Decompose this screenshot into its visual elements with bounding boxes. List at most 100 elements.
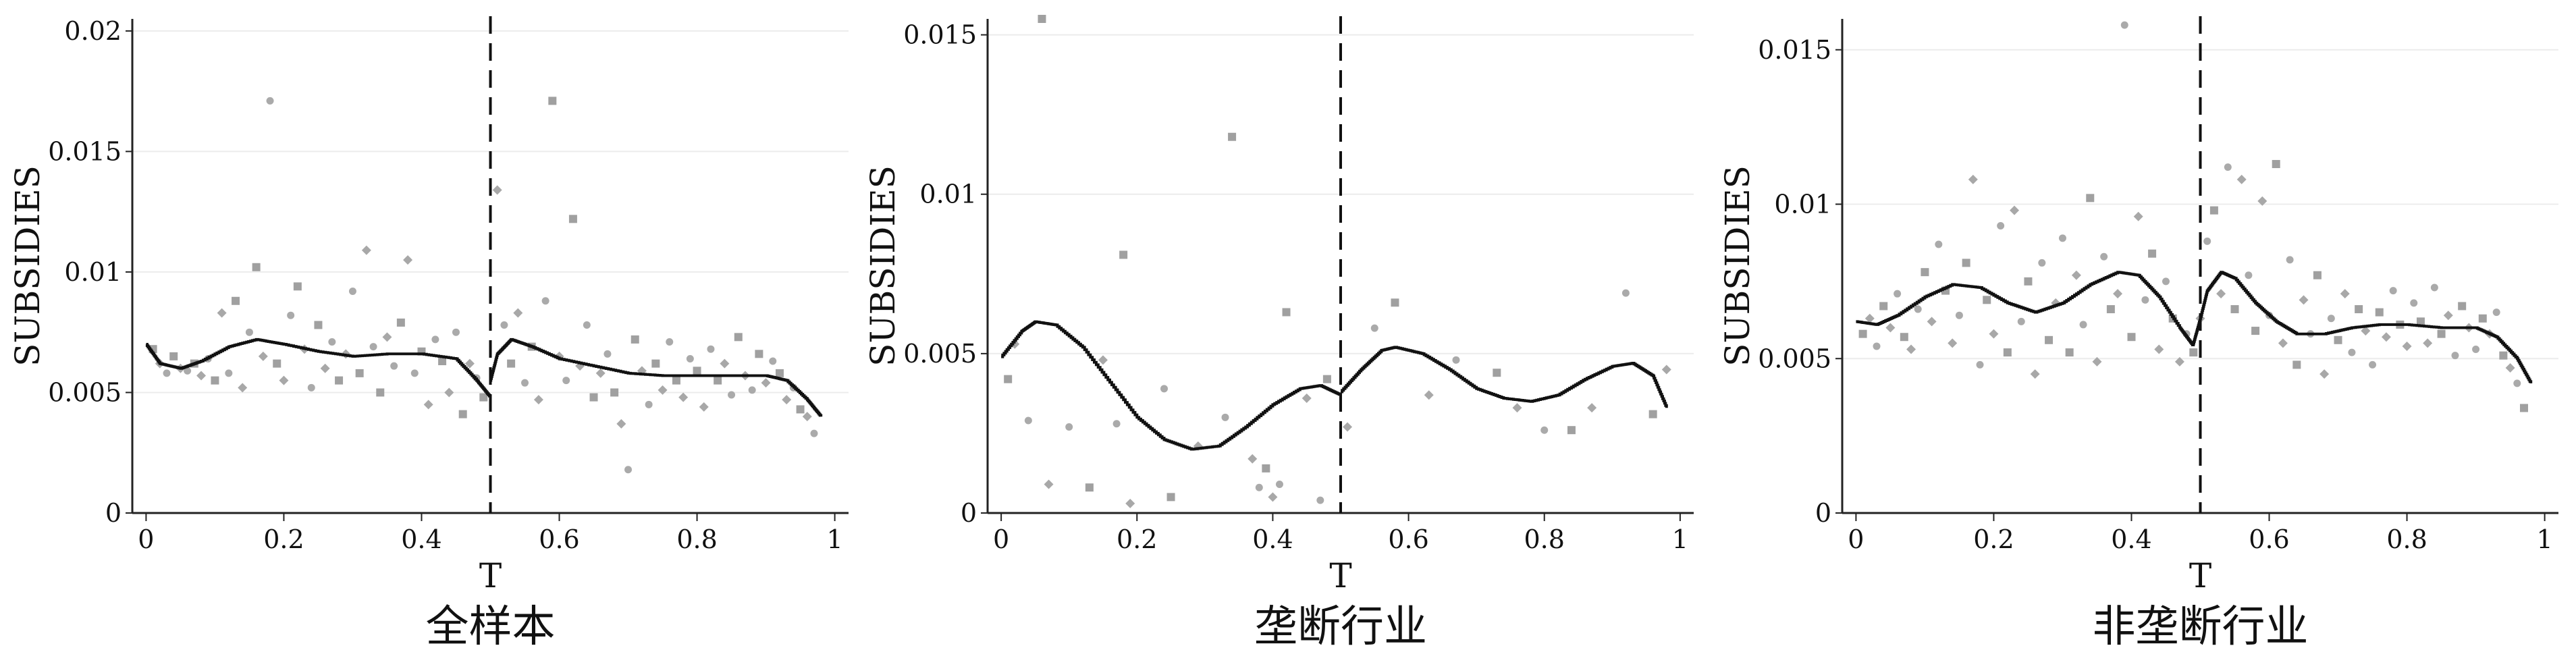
data-point bbox=[2381, 332, 2391, 342]
data-point bbox=[603, 350, 612, 358]
data-point bbox=[645, 400, 653, 408]
data-point bbox=[1661, 364, 1671, 375]
data-point bbox=[2278, 338, 2288, 348]
data-point bbox=[2361, 326, 2371, 336]
y-tick-label: 0.005 bbox=[903, 339, 977, 369]
data-point bbox=[2100, 252, 2108, 261]
data-point bbox=[1098, 355, 1108, 365]
data-point bbox=[314, 321, 323, 329]
data-point bbox=[1540, 426, 1549, 434]
data-point bbox=[1343, 422, 1353, 432]
data-point bbox=[273, 359, 281, 368]
data-point bbox=[500, 321, 508, 329]
data-point bbox=[2257, 196, 2268, 206]
data-point bbox=[2141, 296, 2149, 304]
y-tick-label: 0.01 bbox=[1774, 190, 1831, 219]
data-point bbox=[328, 338, 336, 346]
x-tick-label: 0.4 bbox=[2111, 524, 2151, 554]
data-point bbox=[2162, 277, 2170, 286]
y-tick-label: 0 bbox=[961, 498, 977, 528]
data-point bbox=[376, 388, 385, 397]
data-point bbox=[1900, 333, 1908, 342]
data-point bbox=[1085, 483, 1094, 492]
data-point bbox=[2313, 271, 2322, 279]
data-point bbox=[2458, 302, 2467, 310]
data-point bbox=[802, 412, 812, 422]
data-point bbox=[2148, 249, 2157, 258]
data-point bbox=[2251, 327, 2260, 335]
data-point bbox=[2086, 194, 2095, 202]
data-point bbox=[2375, 308, 2384, 317]
data-point bbox=[1166, 493, 1175, 502]
y-tick-label: 0.02 bbox=[64, 16, 122, 46]
y-tick-label: 0.01 bbox=[64, 257, 122, 287]
panel-1: 0 0.005 0.01 0.015 0.02 0 0.2 0.4 0.6 0.8 1 T SUBSID… bbox=[8, 16, 849, 648]
data-point bbox=[196, 371, 207, 381]
x-axis-title: T bbox=[1329, 556, 1351, 595]
data-point bbox=[2492, 308, 2500, 317]
data-point bbox=[1858, 329, 1867, 338]
x-tick-label: 0.4 bbox=[1252, 524, 1293, 554]
x-tick-label: 0.2 bbox=[1117, 524, 1157, 554]
x-tick-label: 1 bbox=[2537, 524, 2553, 554]
fit-line-left bbox=[145, 338, 492, 398]
data-point bbox=[720, 358, 730, 369]
y-axis-title: SUBSIDIES bbox=[1718, 165, 1757, 367]
data-point bbox=[1112, 420, 1121, 428]
data-point bbox=[2120, 21, 2128, 29]
data-point bbox=[2505, 362, 2515, 373]
data-point bbox=[1648, 410, 1657, 418]
data-point bbox=[2292, 360, 2301, 369]
data-point bbox=[2236, 174, 2247, 184]
data-point bbox=[2189, 348, 2198, 357]
x-tick-label: 0.8 bbox=[2386, 524, 2427, 554]
x-tick-label: 0.6 bbox=[539, 524, 579, 554]
y-axis-title: SUBSIDIES bbox=[863, 165, 903, 367]
data-point bbox=[438, 357, 447, 366]
data-point bbox=[1038, 15, 1046, 23]
data-point bbox=[2286, 256, 2294, 264]
data-point bbox=[2106, 305, 2115, 314]
fit-line-right bbox=[489, 338, 823, 417]
data-point bbox=[258, 351, 268, 361]
data-point bbox=[595, 368, 606, 378]
x-tick-label: 0 bbox=[1848, 524, 1864, 554]
data-point bbox=[1370, 324, 1378, 332]
data-point bbox=[748, 386, 756, 394]
data-point bbox=[1044, 479, 1054, 489]
y-tick-label: 0.01 bbox=[919, 180, 977, 209]
data-point bbox=[287, 311, 295, 319]
data-point bbox=[2499, 351, 2508, 360]
data-point bbox=[521, 379, 529, 387]
data-point bbox=[2216, 289, 2226, 299]
data-point bbox=[355, 369, 364, 377]
data-point bbox=[1065, 423, 1073, 431]
x-tick-label: 1 bbox=[827, 524, 843, 554]
data-point bbox=[2203, 237, 2211, 245]
data-point bbox=[307, 383, 315, 392]
y-tick-label: 0.015 bbox=[48, 136, 122, 166]
data-point bbox=[1119, 250, 1128, 259]
y-tick-label: 0.015 bbox=[903, 20, 977, 50]
data-point bbox=[686, 354, 694, 362]
data-point bbox=[2079, 321, 2087, 329]
data-point bbox=[678, 392, 689, 402]
data-point bbox=[1989, 329, 1999, 339]
data-point bbox=[1997, 222, 2005, 230]
data-point bbox=[2319, 369, 2330, 379]
data-point bbox=[1255, 483, 1263, 491]
x-tick-label: 0.8 bbox=[1524, 524, 1565, 554]
data-point bbox=[1955, 311, 1963, 319]
data-point bbox=[761, 378, 771, 388]
data-point bbox=[431, 335, 439, 344]
y-tick-label: 0.005 bbox=[48, 377, 122, 407]
data-point bbox=[163, 369, 171, 377]
data-point bbox=[410, 369, 419, 377]
data-point bbox=[1914, 305, 1922, 313]
data-point bbox=[2065, 348, 2074, 357]
data-point bbox=[1322, 375, 1331, 383]
y-tick-label: 0.005 bbox=[1758, 344, 1831, 373]
panel-3: 0 0.005 0.01 0.015 0 0.2 0.4 0.6 0.8 1 T SUBSIDIES 非… bbox=[1718, 16, 2558, 648]
data-point bbox=[1976, 360, 1984, 369]
